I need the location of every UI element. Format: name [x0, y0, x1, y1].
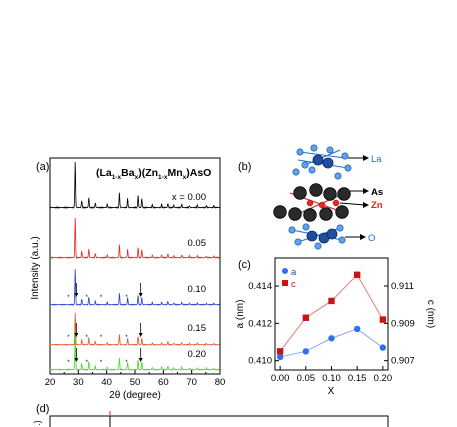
xrd-pattern-0 — [49, 161, 220, 209]
xrd-patterns — [49, 161, 220, 371]
c-xtick-label: 0.00 — [271, 373, 290, 384]
c-xtick-label: 0.20 — [374, 373, 393, 384]
panel-a-xlabel: 2θ (degree) — [109, 390, 161, 401]
la-o-layer-top — [292, 144, 352, 180]
point-a — [379, 344, 387, 351]
atom-label-as: As — [371, 187, 383, 198]
impurity-star: * — [67, 360, 70, 366]
point-c — [276, 348, 284, 355]
xrd-pattern-label: 0.15 — [188, 323, 207, 334]
impurity-star: * — [86, 360, 89, 366]
point-a — [353, 325, 361, 333]
xrd-pattern-labels: x = 0.00 0.05 0.10 0.15 0.20 — [172, 192, 206, 360]
a-xtick-label: 50 — [130, 377, 141, 388]
panel-d-frame — [49, 415, 389, 427]
panel-c-ylabel-left: a (nm) — [235, 300, 246, 329]
a-xtick-label: 20 — [45, 377, 56, 388]
xrd-pattern-label: 0.10 — [188, 284, 207, 295]
legend-label-c: c — [291, 279, 296, 290]
panel-c-label: (c) — [238, 259, 251, 271]
panel-d-label: (d) — [36, 403, 49, 415]
panel-c-ylabel-right: c (nm) — [425, 300, 436, 328]
point-a — [276, 353, 284, 361]
point-c — [328, 297, 335, 305]
zn-as-layer — [273, 183, 351, 222]
panel-b-label: (b) — [238, 161, 251, 173]
c-ytick-left-label: 0.412 — [248, 318, 272, 329]
point-a — [302, 348, 310, 355]
point-c — [379, 316, 387, 323]
atom-label-o: O — [368, 233, 375, 244]
xrd-pattern-label: 0.05 — [188, 238, 207, 249]
a-xtick-label: 30 — [73, 377, 84, 388]
c-ytick-right-label: 0.909 — [391, 318, 415, 329]
xrd-pattern-2 — [49, 269, 220, 306]
legend-label-a: a — [291, 267, 297, 278]
impurity-star: * — [100, 360, 103, 366]
xrd-pattern-label: 0.20 — [188, 349, 207, 360]
c-ytick-right-label: 0.911 — [391, 281, 414, 292]
atom-label-zn: Zn — [371, 200, 383, 211]
atom-labels: La As Zn O — [339, 154, 383, 244]
xrd-pattern-1 — [49, 217, 220, 260]
impurity-star: * — [100, 335, 103, 341]
impurity-star: * — [125, 335, 128, 341]
panel-c-axes: 0.00 0.05 0.10 0.15 0.20 0.410 0.412 0.414 0.907… — [248, 281, 415, 384]
panel-b: (b) — [238, 144, 383, 250]
panel-a-ylabel: Intensity (a.u.) — [30, 236, 41, 299]
point-a — [328, 335, 335, 342]
a-xtick-label: 40 — [101, 377, 112, 388]
point-c — [302, 314, 310, 321]
point-c — [353, 271, 361, 278]
c-ytick-left-label: 0.410 — [248, 356, 272, 367]
panel-c: (c) 0.00 0.05 0.10 0.15 0.200.4100.4120.4140… — [235, 257, 436, 397]
a-xtick-label: 80 — [215, 377, 226, 388]
xrd-pattern-label: x = 0.00 — [172, 192, 206, 203]
panel-a: (a) (La1-xBax)(Zn1-xMnx)AsO x = 0.00 0.05… — [30, 157, 226, 401]
impurity-markers: * * * * * * * * * * * * — [67, 283, 143, 366]
a-xtick-label: 70 — [186, 377, 197, 388]
impurity-star: * — [125, 360, 128, 366]
panel-d: (d) .) — [32, 403, 389, 427]
impurity-star: * — [100, 295, 103, 301]
atom-label-la: La — [371, 154, 382, 165]
panel-c-series — [276, 271, 387, 361]
panel-d-ylabel: .) — [32, 420, 42, 426]
legend-marker-c — [282, 280, 288, 286]
legend-marker-a — [282, 268, 288, 274]
impurity-star: * — [67, 295, 70, 301]
series-line-a — [280, 328, 384, 358]
a-xtick-label: 60 — [158, 377, 169, 388]
impurity-star: * — [67, 335, 70, 341]
impurity-star: * — [125, 295, 128, 301]
impurity-star: * — [86, 295, 89, 301]
panel-a-xticks: 20 30 40 50 60 70 80 — [45, 370, 226, 388]
panel-c-xlabel: X — [328, 386, 335, 397]
xrd-pattern-3 — [49, 312, 220, 346]
formula: (La1-xBax)(Zn1-xMnx)AsO — [96, 167, 211, 181]
c-xtick-label: 0.15 — [348, 373, 367, 384]
c-xtick-label: 0.05 — [297, 373, 316, 384]
la-o-layer-bottom — [288, 223, 346, 250]
c-xtick-label: 0.10 — [322, 373, 341, 384]
impurity-star: * — [86, 335, 89, 341]
panel-a-label: (a) — [36, 161, 49, 173]
c-ytick-left-label: 0.414 — [248, 281, 272, 292]
panel-c-legend: a c — [282, 267, 297, 290]
xrd-pattern-4 — [49, 331, 220, 371]
c-ytick-right-label: 0.907 — [391, 356, 415, 367]
